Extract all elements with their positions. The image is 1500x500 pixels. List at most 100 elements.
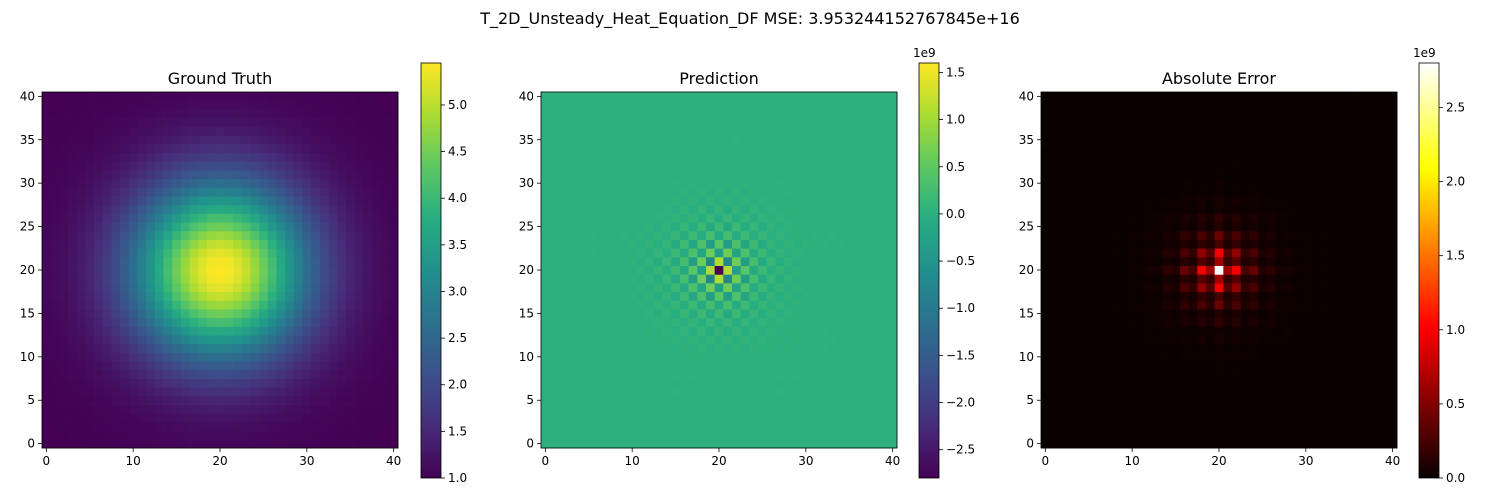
heatmap-cell — [619, 239, 629, 249]
heatmap-cell — [584, 213, 594, 223]
heatmap-cell — [1240, 161, 1250, 171]
heatmap-cell — [627, 196, 637, 206]
heatmap-cell — [337, 352, 347, 362]
heatmap-cell — [575, 152, 585, 162]
heatmap-cell — [189, 387, 199, 397]
heatmap-cell — [363, 439, 373, 449]
heatmap-cell — [671, 239, 681, 249]
heatmap-cell — [1310, 343, 1320, 353]
heatmap-cell — [853, 256, 863, 267]
heatmap-cell — [1344, 395, 1354, 405]
heatmap-cell — [662, 213, 672, 223]
heatmap-cell — [76, 126, 86, 136]
heatmap-cell — [1153, 439, 1163, 449]
heatmap-cell — [853, 187, 863, 197]
heatmap-cell — [293, 92, 303, 102]
heatmap-cell — [766, 265, 776, 275]
heatmap-cell — [1353, 300, 1363, 310]
heatmap-cell — [250, 343, 260, 353]
heatmap-cell — [1119, 170, 1129, 180]
heatmap-cell — [1327, 178, 1337, 188]
heatmap-cell — [888, 239, 898, 249]
heatmap-cell — [163, 230, 173, 240]
heatmap-cell — [784, 309, 794, 319]
heatmap-cell — [172, 421, 182, 431]
heatmap-cell — [801, 421, 811, 431]
heatmap-cell — [198, 439, 208, 449]
heatmap-cell — [1075, 256, 1085, 267]
heatmap-cell — [749, 196, 759, 206]
heatmap-cell — [1388, 204, 1398, 214]
heatmap-cell — [1197, 352, 1207, 362]
heatmap-cell — [1370, 326, 1380, 336]
heatmap-cell — [1171, 248, 1181, 258]
heatmap-cell — [1240, 352, 1250, 362]
heatmap-cell — [671, 204, 681, 214]
heatmap-cell — [319, 178, 329, 188]
heatmap-cell — [1301, 161, 1311, 171]
heatmap-cell — [870, 248, 880, 258]
heatmap-cell — [601, 361, 611, 371]
heatmap-cell — [679, 361, 689, 371]
heatmap-cell — [285, 309, 295, 319]
heatmap-cell — [1153, 144, 1163, 154]
heatmap-cell — [128, 213, 138, 223]
heatmap-cell — [1205, 439, 1216, 449]
heatmap-cell — [1136, 126, 1146, 136]
heatmap-cell — [259, 274, 269, 284]
heatmap-cell — [601, 309, 611, 319]
heatmap-cell — [862, 335, 872, 345]
heatmap-cell — [1223, 283, 1233, 293]
heatmap-cell — [810, 361, 820, 371]
heatmap-cell — [146, 343, 156, 353]
heatmap-cell — [42, 291, 52, 301]
heatmap-cell — [128, 126, 138, 136]
heatmap-cell — [558, 265, 568, 275]
heatmap-cell — [267, 430, 277, 440]
heatmap-cell — [784, 326, 794, 336]
heatmap-cell — [241, 274, 251, 284]
heatmap-cell — [354, 265, 364, 275]
heatmap-cell — [705, 300, 716, 310]
heatmap-cell — [662, 300, 672, 310]
heatmap-cell — [732, 387, 742, 397]
heatmap-cell — [42, 135, 52, 145]
heatmap-cell — [1275, 283, 1285, 293]
heatmap-cell — [1284, 343, 1294, 353]
heatmap-cell — [172, 100, 182, 110]
heatmap-cell — [558, 92, 568, 102]
heatmap-cell — [241, 335, 251, 345]
heatmap-cell — [259, 265, 269, 275]
heatmap-cell — [250, 109, 260, 119]
heatmap-cell — [627, 170, 637, 180]
heatmap-cell — [740, 430, 750, 440]
heatmap-cell — [1223, 291, 1233, 301]
heatmap-cell — [111, 283, 121, 293]
heatmap-cell — [1336, 352, 1346, 362]
heatmap-cell — [311, 196, 321, 206]
heatmap-cell — [1075, 144, 1085, 154]
heatmap-cell — [1179, 369, 1189, 379]
heatmap-cell — [593, 187, 603, 197]
heatmap-cell — [189, 317, 199, 327]
heatmap-cell — [879, 187, 889, 197]
heatmap-cell — [1258, 126, 1268, 136]
heatmap-cell — [363, 222, 373, 232]
heatmap-cell — [653, 222, 663, 232]
heatmap-cell — [276, 256, 286, 267]
heatmap-cell — [233, 430, 243, 440]
heatmap-cell — [1301, 135, 1311, 145]
heatmap-cell — [1388, 439, 1398, 449]
heatmap-cell — [1127, 204, 1137, 214]
heatmap-cell — [1179, 256, 1189, 267]
heatmap-cell — [267, 230, 277, 240]
heatmap-cell — [1093, 204, 1103, 214]
heatmap-cell — [836, 361, 846, 371]
heatmap-cell — [1232, 404, 1242, 414]
heatmap-cell — [1388, 352, 1398, 362]
heatmap-cell — [354, 196, 364, 206]
heatmap-cell — [575, 170, 585, 180]
heatmap-cell — [1162, 309, 1172, 319]
heatmap-cell — [1119, 187, 1129, 197]
heatmap-cell — [1240, 187, 1250, 197]
